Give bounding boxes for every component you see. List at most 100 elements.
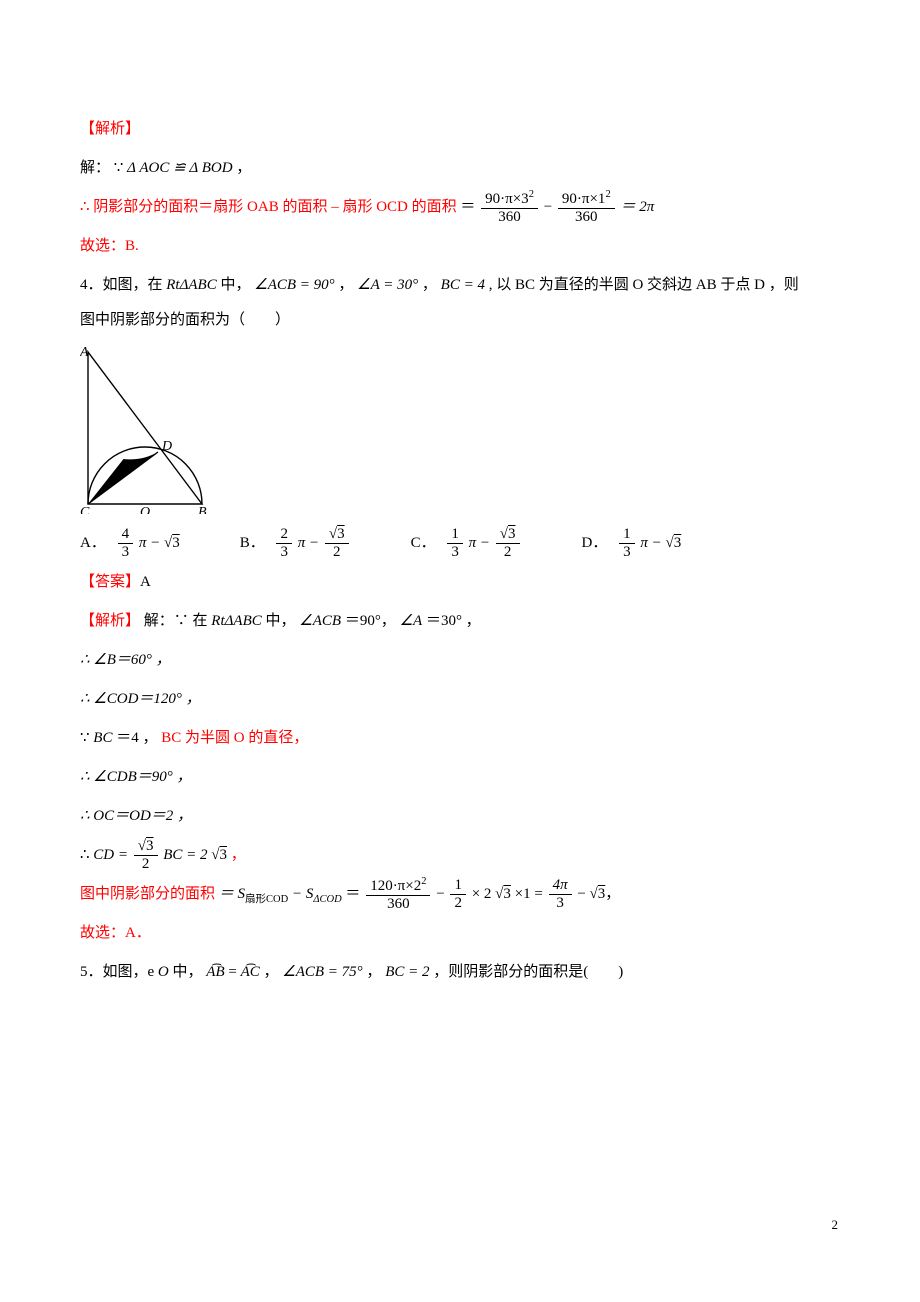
s8f1s: 2 bbox=[421, 876, 426, 887]
s8b-wrap: ＝ S扇形COD bbox=[219, 886, 288, 902]
q5a3: 中， bbox=[169, 964, 207, 980]
s1c: 在 bbox=[193, 613, 212, 629]
s8-end-minus: − bbox=[577, 886, 585, 902]
s1f: ∠ACB bbox=[299, 613, 341, 629]
s1a: 【解析】 bbox=[80, 613, 140, 629]
therefore-sym: ∴ bbox=[80, 199, 90, 215]
minus-1: − bbox=[544, 199, 552, 215]
q5f: ，则阴影部分的面积是( ) bbox=[433, 964, 623, 980]
solution-line-1: 【解析】 解：∵ 在 RtΔABC 中， ∠ACB ＝90°， ∠A ＝30° … bbox=[80, 602, 840, 641]
q4-g: ， bbox=[422, 277, 441, 293]
s7-root-end: √3 bbox=[211, 847, 227, 863]
comma: ， bbox=[236, 160, 251, 176]
s8-frac1: 120·π×22 360 bbox=[366, 876, 430, 914]
q5-arc1: A͡B bbox=[206, 964, 224, 980]
opt-a-pi: π − bbox=[139, 535, 160, 551]
opt-d-root: √3 bbox=[665, 535, 681, 551]
s1g: ＝90°， bbox=[345, 613, 400, 629]
q5a: 5．如图，e bbox=[80, 964, 158, 980]
s8-mid: × 2 bbox=[472, 886, 492, 902]
opt-a-num: 4 bbox=[118, 526, 134, 544]
s8f1d: 360 bbox=[366, 896, 430, 913]
s8c: − S bbox=[292, 886, 313, 902]
opt-d-num: 1 bbox=[619, 526, 635, 544]
q4-c: 中， bbox=[220, 277, 254, 293]
s8-mid-root: √3 bbox=[495, 886, 511, 902]
s7a: ∴ bbox=[80, 847, 93, 863]
q5e: BC = 2 bbox=[385, 964, 429, 980]
opt-d-pi: π − bbox=[640, 535, 661, 551]
answer-label: 【答案】 bbox=[80, 574, 140, 590]
s8b-sub: 扇形COD bbox=[245, 894, 288, 905]
s1b: 解：∵ bbox=[144, 613, 189, 629]
q4-e: ， bbox=[338, 277, 357, 293]
result-2pi: ＝ 2π bbox=[620, 199, 654, 215]
s7b: CD = bbox=[93, 847, 128, 863]
opt-c-den: 3 bbox=[447, 544, 463, 561]
q5c: ∠ACB = 75° bbox=[282, 964, 362, 980]
opt-b-num: 2 bbox=[276, 526, 292, 544]
s7c: BC = 2 bbox=[163, 847, 207, 863]
opt-d-label: D． bbox=[582, 535, 608, 551]
opt-b-rden: 2 bbox=[325, 544, 349, 561]
opt-d-root-v: 3 bbox=[674, 535, 682, 551]
options-row: A． 43 π − √3 B． 23 π − √32 C． 13 π − √32… bbox=[80, 524, 840, 563]
s8-mid-root-v: 3 bbox=[503, 886, 511, 902]
s8-comma: ， bbox=[605, 886, 620, 902]
therefore-choose-b: 故选：B. bbox=[80, 227, 840, 266]
option-b[interactable]: B． 23 π − √32 bbox=[240, 524, 351, 563]
label-a: A bbox=[80, 346, 89, 360]
q4-a: 4．如图，在 bbox=[80, 277, 166, 293]
s7-den: 2 bbox=[134, 856, 158, 873]
label-d: D bbox=[161, 439, 172, 454]
because-sym: ∵ bbox=[114, 160, 124, 176]
frac1-sup: 2 bbox=[529, 189, 534, 200]
label-b: B bbox=[198, 505, 207, 514]
s1b-wrap: 解：∵ 在 RtΔABC 中， ∠ACB ＝90°， ∠A ＝30° ， bbox=[144, 613, 481, 629]
s1d: RtΔABC bbox=[211, 613, 261, 629]
q4-i: , 以 BC 为直径的半圆 O 交斜边 AB 于点 D ，则 bbox=[489, 277, 799, 293]
s8-frac3: 4π 3 bbox=[549, 877, 572, 913]
s8f1n: 120·π×2 bbox=[370, 878, 421, 894]
s7-root-end-v: 3 bbox=[220, 847, 228, 863]
solution-line-4: ∵ BC ＝4 ， BC 为半圆 O 的直径， bbox=[80, 719, 840, 758]
s8-frac2: 1 2 bbox=[450, 877, 466, 913]
option-a[interactable]: A． 43 π − √3 bbox=[80, 524, 180, 563]
s8-min1: − bbox=[436, 886, 444, 902]
q5b: ， bbox=[264, 964, 283, 980]
solution-line-6: ∴ OC＝OD＝2 ， bbox=[80, 797, 840, 836]
s1e: 中， bbox=[266, 613, 300, 629]
s8f3n: 4π bbox=[549, 877, 572, 895]
opt-a-label: A． bbox=[80, 535, 106, 551]
s8-end-root: √3 bbox=[590, 886, 606, 902]
frac2-den: 360 bbox=[558, 209, 615, 226]
solution-line-8: 图中阴影部分的面积 ＝ S扇形COD − SΔCOD ＝ 120·π×22 36… bbox=[80, 875, 840, 914]
label-c: C bbox=[80, 505, 90, 514]
q4-a30: ∠A = 30° bbox=[357, 277, 418, 293]
option-c[interactable]: C． 13 π − √32 bbox=[411, 524, 522, 563]
therefore-choose-a: 故选：A． bbox=[80, 914, 840, 953]
congruent-expr: Δ AOC ≌ Δ BOD bbox=[127, 160, 232, 176]
eq1: ＝ bbox=[460, 199, 475, 215]
s4d: BC 为半圆 O 的直径， bbox=[161, 730, 308, 746]
option-d[interactable]: D． 13 π − √3 bbox=[582, 524, 682, 563]
solution-line-7: ∴ CD = √32 BC = 2 √3 ， bbox=[80, 836, 840, 875]
solution-line-2: ∴ ∠B＝60° ， bbox=[80, 641, 840, 680]
q4-rt: RtΔABC bbox=[166, 277, 216, 293]
s8f2n: 1 bbox=[450, 877, 466, 895]
frac2-sup: 2 bbox=[605, 189, 610, 200]
q5-eq: = bbox=[228, 964, 240, 980]
s4a: ∵ bbox=[80, 730, 93, 746]
opt-d-den: 3 bbox=[619, 544, 635, 561]
opt-a-den: 3 bbox=[118, 544, 134, 561]
page: 【解析】 解： ∵ Δ AOC ≌ Δ BOD ， ∴ 阴影部分的面积＝扇形 O… bbox=[0, 0, 920, 1302]
s8c-sub: ΔCOD bbox=[313, 894, 341, 905]
s4b: BC bbox=[93, 730, 112, 746]
opt-c-label: C． bbox=[411, 535, 436, 551]
page-number: 2 bbox=[832, 1208, 839, 1242]
q5-arc2: A͡C bbox=[241, 964, 260, 980]
question-4-line2: 图中阴影部分的面积为（ ） bbox=[80, 301, 840, 340]
s7d: ， bbox=[231, 847, 246, 863]
solution-line-5: ∴ ∠CDB＝90° ， bbox=[80, 758, 840, 797]
s8d: ＝ bbox=[345, 886, 360, 902]
